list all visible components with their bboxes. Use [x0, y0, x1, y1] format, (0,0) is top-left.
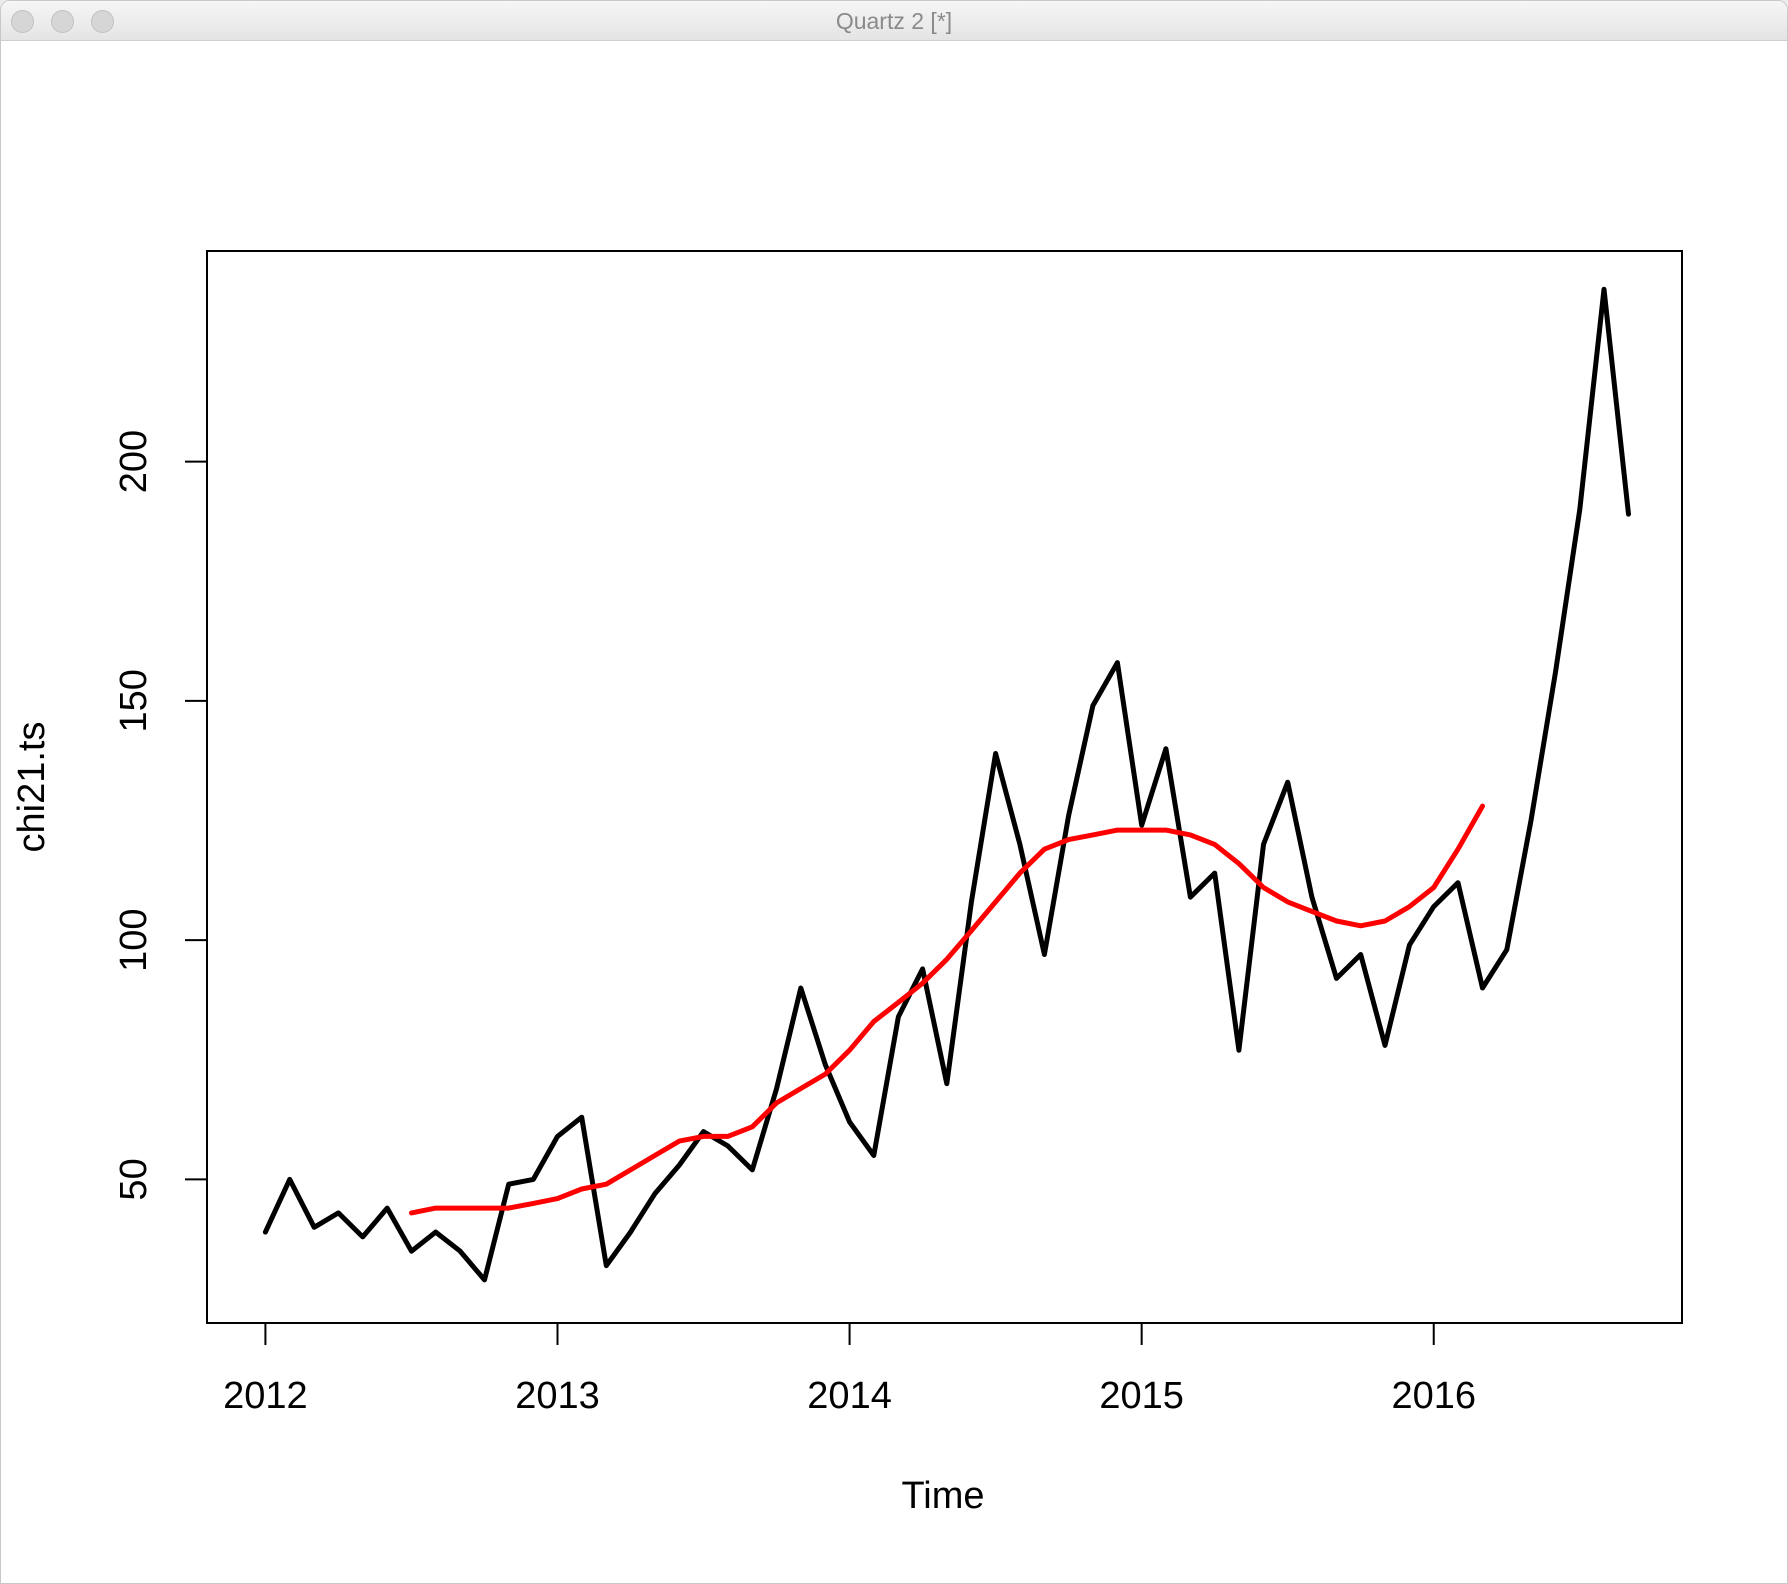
- time-series-chart: 2012 2013 2014 2015 2016 50 100 150 200 Time ch…: [11, 250, 1683, 1517]
- x-tick-label: 2015: [1099, 1375, 1184, 1417]
- x-tick-label: 2016: [1391, 1375, 1476, 1417]
- plot-frame: [206, 250, 1683, 1324]
- x-tick-label: 2012: [223, 1375, 308, 1417]
- y-tick-label: 200: [113, 430, 155, 493]
- series-line-2: [409, 803, 1485, 1216]
- y-axis: 50 100 150 200: [113, 430, 208, 1201]
- x-tick-label: 2013: [515, 1375, 600, 1417]
- window-title: Quartz 2 [*]: [835, 8, 953, 34]
- title-bar[interactable]: Quartz 2 [*]: [1, 1, 1787, 41]
- plot-area: 2012 2013 2014 2015 2016 50 100 150 200 Time ch…: [1, 42, 1787, 1583]
- x-axis-label: Time: [901, 1475, 984, 1517]
- y-tick-label: 100: [113, 908, 155, 971]
- zoom-button[interactable]: [91, 10, 114, 33]
- x-tick-label: 2014: [807, 1375, 892, 1417]
- minimize-button[interactable]: [51, 10, 74, 33]
- y-axis-label: chi21.ts: [11, 722, 53, 853]
- series-group: [262, 286, 1631, 1283]
- x-axis: 2012 2013 2014 2015 2016: [223, 1322, 1476, 1417]
- close-button[interactable]: [11, 10, 34, 33]
- series-line-1: [262, 286, 1631, 1283]
- y-tick-label: 150: [113, 669, 155, 732]
- y-tick-label: 50: [113, 1158, 155, 1200]
